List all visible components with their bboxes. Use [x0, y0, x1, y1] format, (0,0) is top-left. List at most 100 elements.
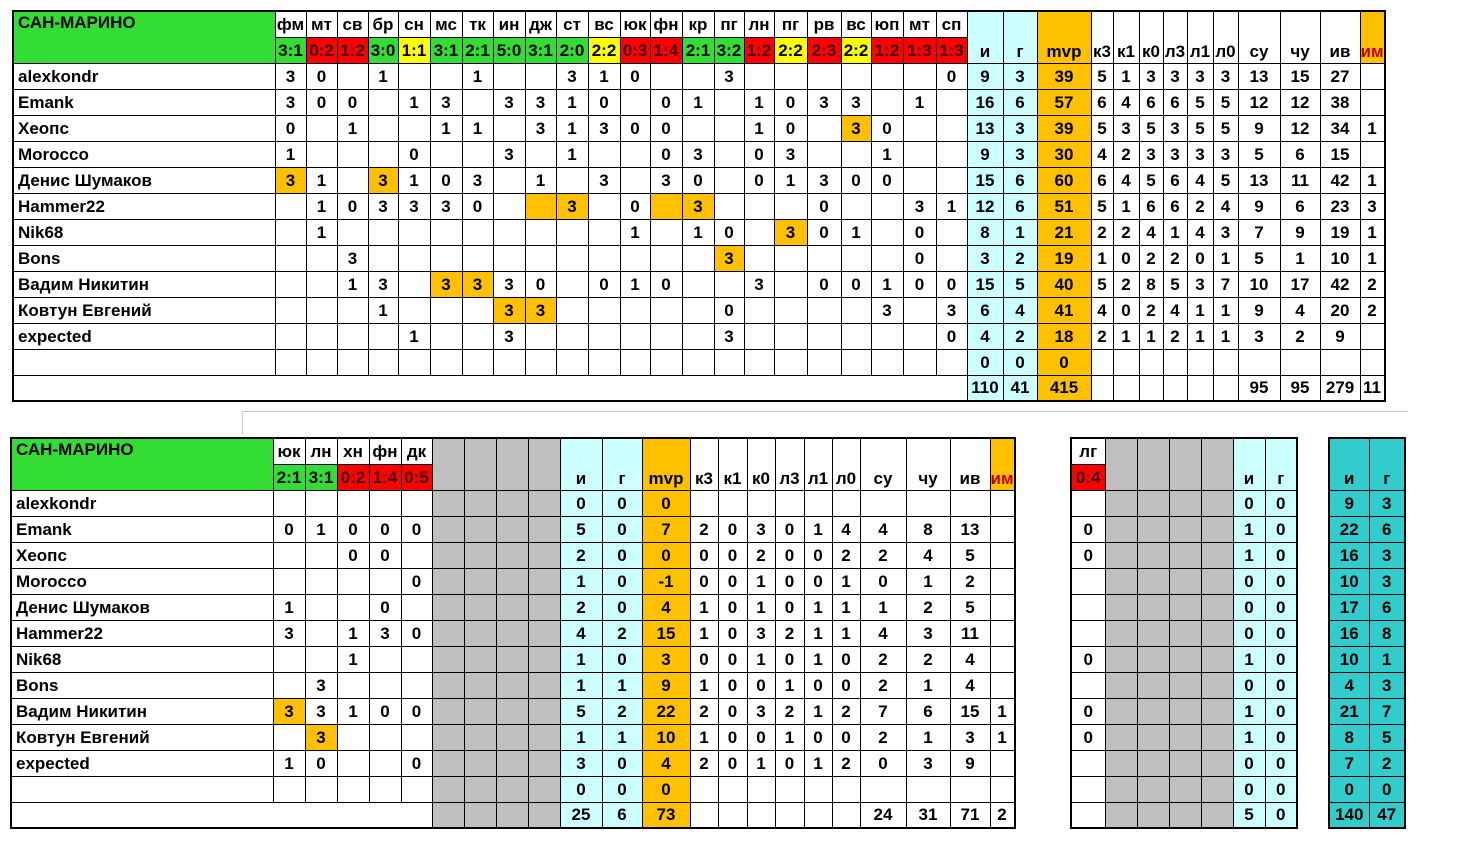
score-row: 2:1 3:1 0:2 1:4 0:5: [11, 463, 1015, 491]
match-value: [773, 322, 808, 350]
match-value: [304, 593, 338, 621]
match-value: 0: [368, 697, 402, 725]
stat-value: 7: [1237, 218, 1281, 246]
stat-header: и: [1328, 437, 1370, 491]
grey-column: [1104, 749, 1138, 777]
stat-value: 4: [1162, 296, 1188, 324]
stat-value: 2: [1368, 749, 1406, 777]
stat-value: 5: [949, 593, 991, 621]
opponent-score: 5:0: [492, 36, 526, 64]
match-value: [902, 114, 937, 142]
player-name: Hammer22: [10, 619, 274, 647]
stat-value: 6: [1090, 88, 1114, 116]
table-row: Вадим Никитин 3 3 1 0 0 5 2 22 2 0 3 2 1 2 7 6 15 1: [10, 697, 1016, 725]
grey-column: [431, 619, 465, 647]
stat-value: 3: [905, 749, 951, 777]
total-value: 110: [966, 374, 1004, 402]
match-value: 0: [773, 114, 808, 142]
totals-blank: [10, 801, 433, 829]
stats-table-main: САН-МАРИНО фм мт св бр сн мс тк ин дж ст вс юк фн кр пг…: [12, 10, 1386, 402]
stat-value: 3: [1162, 140, 1188, 168]
stat-value: 5: [1002, 270, 1038, 298]
grey-column: [495, 489, 529, 517]
stat-value: 4: [1090, 140, 1114, 168]
grey-column: [431, 593, 465, 621]
grey-column: [463, 567, 497, 595]
stat-value: 1: [774, 671, 805, 699]
grey-column: [1104, 593, 1138, 621]
stat-value: 2: [905, 645, 951, 673]
stat-value: [689, 489, 719, 517]
match-value: [619, 244, 651, 272]
stat-value: 1: [803, 697, 833, 725]
stat-value: [831, 489, 861, 517]
grey-column: [1104, 515, 1138, 543]
stat-value: 4: [1328, 671, 1370, 699]
match-value: [524, 218, 557, 246]
match-value: 0: [336, 88, 369, 116]
match-value: 3: [587, 166, 621, 194]
stat-header: к3: [1090, 10, 1114, 64]
stat-value: 13: [1237, 166, 1281, 194]
stat-value: [989, 619, 1016, 647]
stat-value: 15: [641, 619, 691, 647]
opponent-code: ин: [492, 10, 526, 38]
match-value: 0: [743, 166, 775, 194]
grey-column: [463, 541, 497, 569]
stat-value: 2: [1279, 322, 1321, 350]
grey-column: [1168, 567, 1202, 595]
stat-value: 2: [905, 593, 951, 621]
player-name: Денис Шумаков: [10, 593, 274, 621]
stat-value: 12: [1279, 88, 1321, 116]
stat-value: 4: [1138, 218, 1164, 246]
stat-header: л3: [774, 437, 805, 491]
match-value: [806, 322, 842, 350]
stat-value: 3: [1212, 218, 1239, 246]
match-value: 0: [400, 619, 433, 647]
match-value: [336, 348, 369, 376]
match-value: [492, 62, 526, 90]
match-value: 0: [274, 114, 307, 142]
match-value: 1: [336, 619, 370, 647]
match-value: 0: [461, 192, 494, 220]
grey-column: [527, 489, 561, 517]
stat-value: 5: [1138, 166, 1164, 194]
stat-value: 0: [859, 567, 907, 595]
match-value: 0: [935, 270, 968, 298]
stat-value: 1: [746, 645, 776, 673]
table-row: 10 3: [1328, 567, 1406, 595]
stat-value: 0: [1368, 775, 1406, 803]
match-value: [713, 192, 745, 220]
player-name: Денис Шумаков: [12, 166, 276, 194]
match-value: [492, 244, 526, 272]
grey-column: [1168, 697, 1202, 725]
table-row: Вадим Никитин 1 3 3 3 3 0 0 1 0 3 0 0 1 0 0 15 5 40 5 2 8 5 3 7 1…: [12, 270, 1386, 298]
table-row: alexkondr 0 0 0: [10, 489, 1016, 517]
match-value: [368, 749, 402, 777]
total-value: [1186, 374, 1214, 402]
stat-value: 9: [966, 62, 1004, 90]
stat-value: 1: [831, 593, 861, 621]
grey-column: [1104, 541, 1138, 569]
stat-value: 0: [1232, 749, 1266, 777]
player-name: [12, 348, 276, 376]
grey-column: [463, 801, 497, 829]
stat-value: 13: [966, 114, 1004, 142]
stat-value: 0: [774, 749, 805, 777]
stat-value: 10: [1319, 244, 1361, 272]
opponent-code: юк: [272, 437, 306, 465]
stat-value: 0: [717, 697, 748, 725]
match-value: [1070, 567, 1106, 595]
match-value: [713, 88, 745, 116]
match-value: 0: [681, 166, 715, 194]
stat-value: 0: [601, 541, 643, 569]
match-value: 0: [400, 515, 433, 543]
match-value: 1: [305, 192, 338, 220]
match-value: 1: [587, 62, 621, 90]
match-value: [935, 140, 968, 168]
table-row: Nik68 1 1 0 3 0 0 1 0 1 0 2 2 4: [10, 645, 1016, 673]
stat-header: г: [1368, 437, 1406, 491]
